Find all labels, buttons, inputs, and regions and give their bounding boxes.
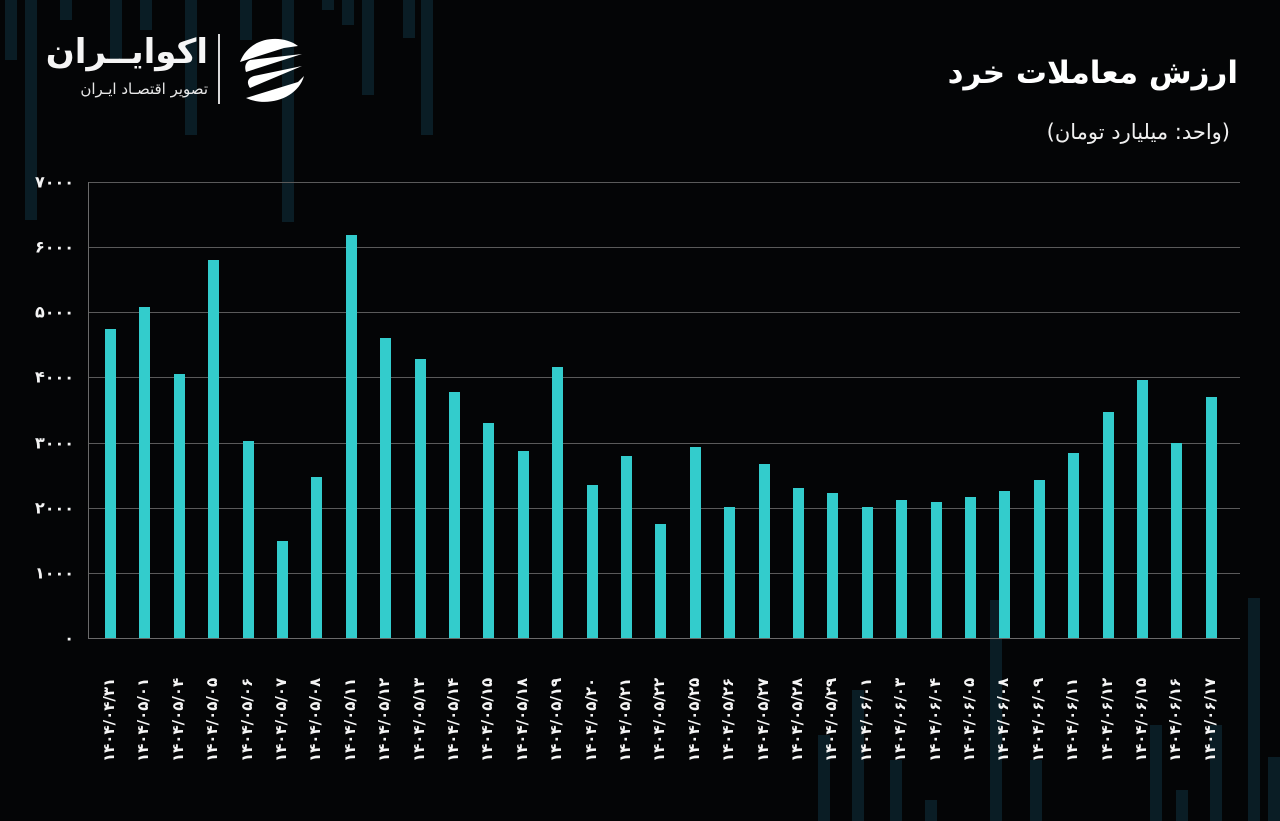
bar (483, 423, 495, 638)
bar (1102, 411, 1114, 638)
y-tick-label: ۳۰۰۰ (34, 433, 74, 453)
bar (517, 451, 529, 638)
bar (552, 367, 564, 638)
bar (758, 464, 770, 638)
bar (105, 328, 116, 638)
x-tick-label: ۱۴۰۴/۰۶/۰۴ (925, 677, 944, 762)
x-tick-label: ۱۴۰۴/۰۶/۱۲ (1097, 677, 1116, 762)
x-tick-label: ۱۴۰۴/۰۶/۰۵ (960, 677, 978, 762)
ecoiran-swoosh-logo-icon (240, 38, 304, 102)
x-tick-label: ۱۴۰۴/۰۵/۲۶ (719, 677, 738, 762)
bar (208, 260, 220, 638)
x-tick-label: ۱۴۰۴/۰۵/۰۴ (168, 677, 187, 762)
bar (586, 484, 598, 638)
bar (999, 491, 1011, 638)
y-tick-label: ۰ (64, 628, 74, 648)
x-tick-label: ۱۴۰۴/۰۶/۱۵ (1132, 677, 1150, 762)
bar (1137, 380, 1148, 638)
y-tick-label: ۴۰۰۰ (34, 367, 74, 387)
bar (1033, 480, 1045, 638)
x-tick-label: ۱۴۰۴/۰۵/۱۴ (444, 677, 462, 762)
x-tick-label: ۱۴۰۴/۰۵/۰۱ (134, 677, 153, 762)
gridline (89, 507, 1240, 509)
bar (827, 493, 839, 638)
brand-logo: اکوایــران تصویر اقتصـاد ایـران (45, 30, 310, 110)
bar (277, 540, 288, 638)
brand-tagline: تصویر اقتصـاد ایـران (80, 80, 208, 98)
x-tick-label: ۱۴۰۴/۰۵/۲۱ (616, 677, 634, 762)
y-tick-label: ۵۰۰۰ (34, 302, 74, 322)
bar (965, 497, 976, 638)
bar (414, 358, 426, 638)
gridline (89, 182, 1240, 183)
x-tick-label: ۱۴۰۴/۰۵/۰۸ (306, 677, 325, 762)
bar (689, 447, 701, 638)
y-tick-label: ۷۰۰۰ (34, 172, 74, 192)
bar (724, 507, 736, 638)
gridline (89, 442, 1240, 444)
bar (449, 392, 460, 638)
bar (173, 374, 185, 638)
x-tick-label: ۱۴۰۴/۰۶/۰۸ (994, 677, 1013, 762)
x-tick-label: ۱۴۰۴/۰۶/۰۳ (891, 677, 910, 762)
bar (1171, 443, 1183, 638)
y-tick-label: ۲۰۰۰ (34, 498, 74, 518)
gridline (89, 312, 1240, 314)
x-tick-label: ۱۴۰۴/۰۵/۲۷ (753, 677, 772, 762)
x-tick-label: ۱۴۰۴/۰۶/۱۱ (1063, 677, 1082, 762)
bar (621, 456, 632, 638)
bar (793, 488, 804, 638)
plot-area (88, 182, 1240, 639)
bar (861, 507, 873, 638)
x-tick-label: ۱۴۰۴/۰۵/۱۹ (547, 677, 566, 762)
x-tick-label: ۱۴۰۴/۰۵/۲۰ (581, 677, 600, 762)
gridline (89, 247, 1240, 249)
gridline (89, 377, 1240, 379)
x-tick-label: ۱۴۰۴/۰۵/۱۵ (478, 677, 497, 762)
x-tick-label: ۱۴۰۴/۰۵/۲۲ (650, 677, 669, 762)
bar (655, 524, 667, 638)
chart-unit-subtitle: (واحد: میلیارد تومان) (1046, 120, 1230, 144)
x-tick-label: ۱۴۰۴/۰۶/۱۷ (1200, 677, 1219, 762)
bar (380, 338, 392, 638)
x-tick-label: ۱۴۰۴/۰۵/۱۳ (409, 677, 428, 762)
bar (311, 477, 323, 638)
bar (1068, 453, 1080, 638)
x-tick-label: ۱۴۰۴/۰۵/۰۷ (272, 677, 290, 762)
logo-divider (218, 34, 220, 104)
x-tick-label: ۱۴۰۴/۰۵/۲۸ (788, 677, 806, 762)
bar (930, 501, 942, 638)
x-tick-label: ۱۴۰۴/۰۵/۲۵ (684, 677, 703, 762)
bar (1205, 396, 1217, 638)
x-tick-label: ۱۴۰۴/۰۵/۱۲ (375, 677, 394, 762)
brand-name: اکوایــران (45, 32, 208, 72)
bar (139, 307, 151, 638)
y-tick-label: ۶۰۰۰ (34, 237, 74, 257)
x-tick-label: ۱۴۰۴/۰۵/۰۶ (237, 677, 256, 762)
chart-title: ارزش معاملات خرد (947, 55, 1238, 91)
bar (896, 499, 908, 638)
x-tick-label: ۱۴۰۴/۰۵/۱۸ (512, 677, 531, 762)
x-tick-label: ۱۴۰۴/۰۶/۱۶ (1166, 677, 1185, 762)
bar (242, 441, 254, 638)
x-tick-label: ۱۴۰۴/۰۵/۲۹ (822, 677, 841, 762)
x-tick-label: ۱۴۰۴/۰۶/۰۹ (1028, 677, 1047, 762)
x-tick-label: ۱۴۰۴/۰۵/۰۵ (203, 677, 222, 762)
x-tick-label: ۱۴۰۴/۰۴/۳۱ (100, 677, 118, 762)
bar (345, 235, 357, 638)
y-tick-label: ۱۰۰۰ (34, 563, 74, 583)
x-tick-label: ۱۴۰۴/۰۵/۱۱ (340, 677, 359, 762)
x-tick-label: ۱۴۰۴/۰۶/۰۱ (856, 677, 875, 762)
